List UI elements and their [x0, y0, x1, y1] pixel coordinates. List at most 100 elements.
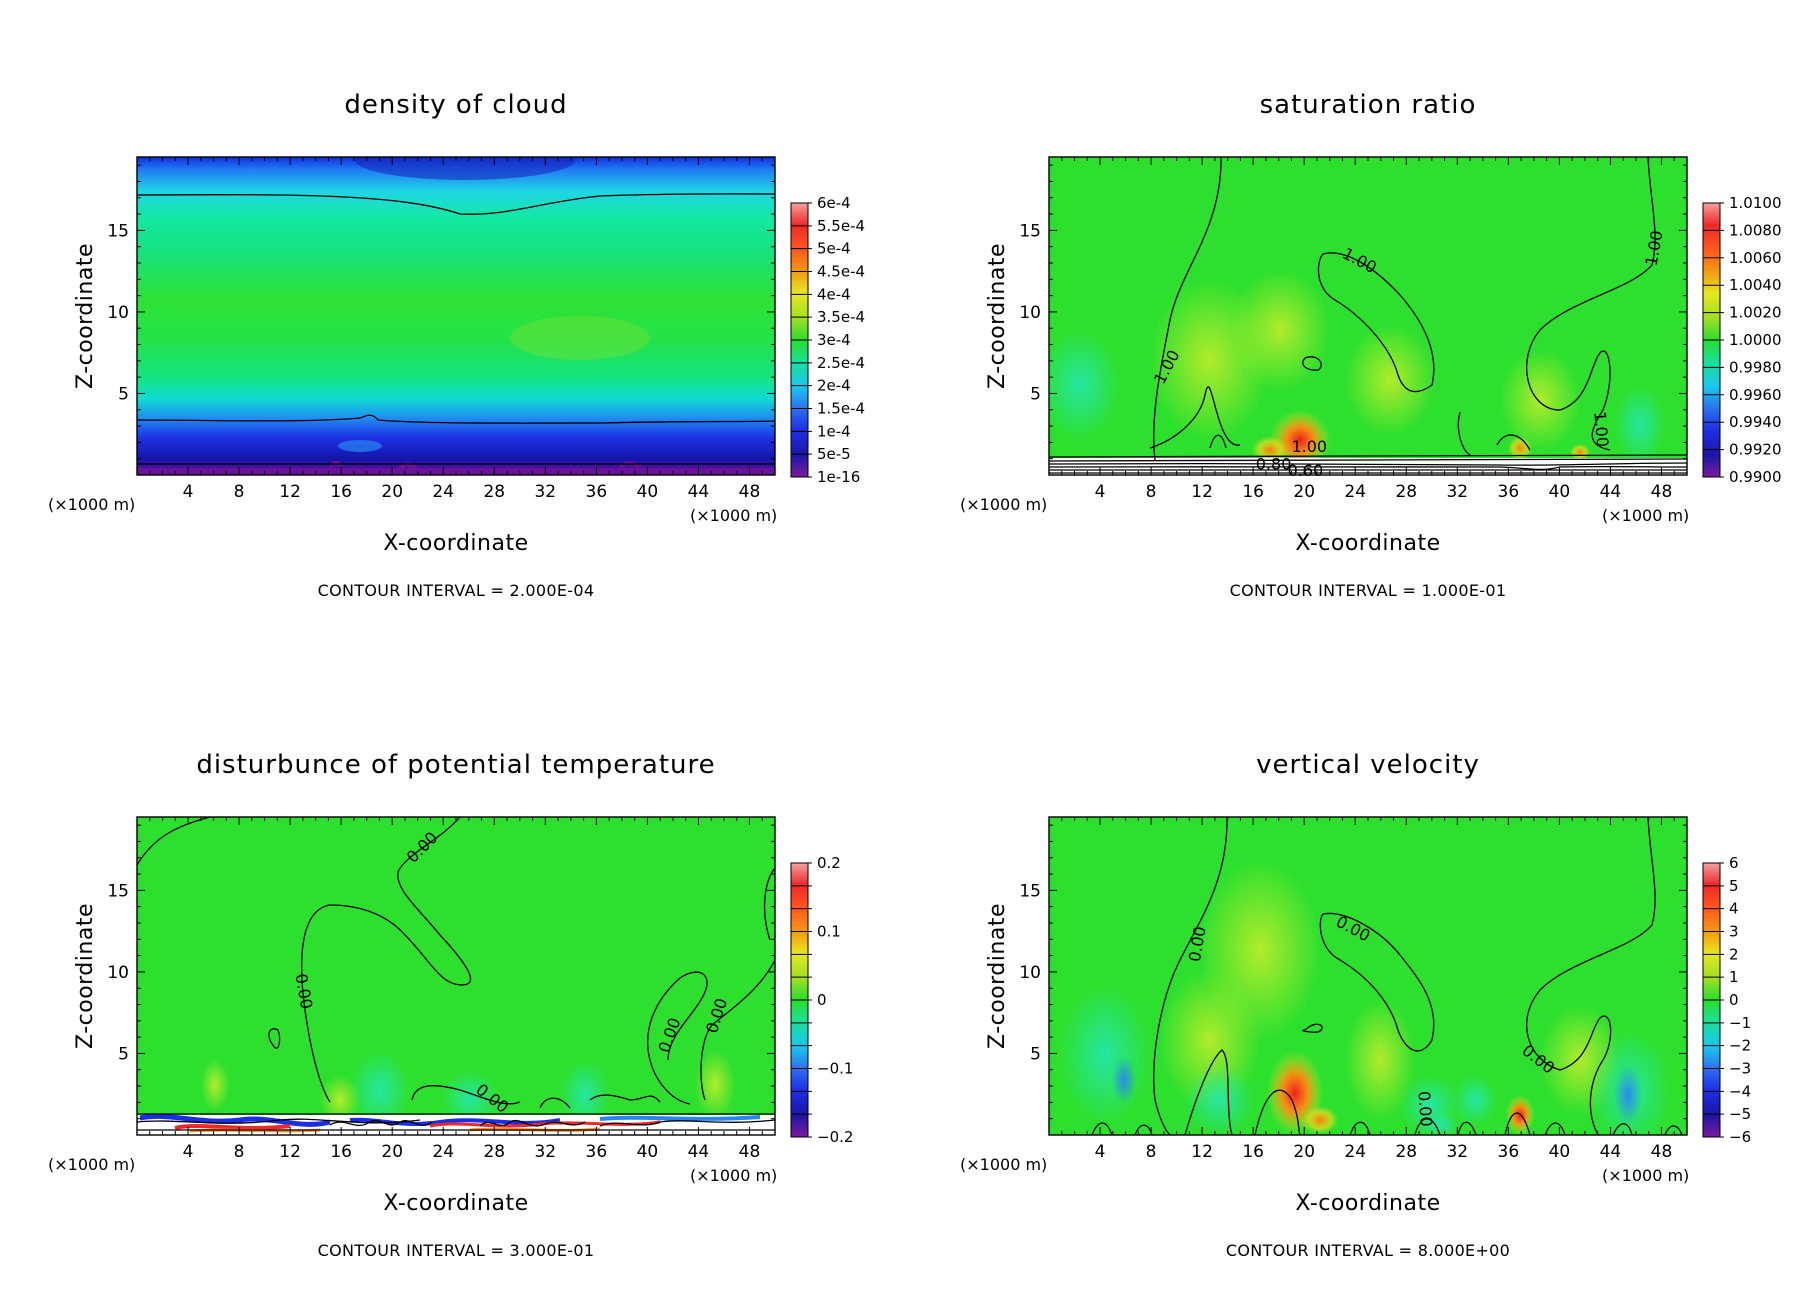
y-tick-label: 5 — [118, 384, 129, 404]
colorbar-tick-label: 0 — [817, 991, 827, 1009]
y-tick-label: 5 — [118, 1044, 129, 1064]
plot-title: saturation ratio — [1260, 90, 1477, 120]
x-tick-label: 32 — [1446, 482, 1468, 502]
colorbar-tick-label: 1.0000 — [1729, 331, 1782, 349]
heatmap-field — [1049, 817, 1687, 1135]
x-tick-label: 20 — [1293, 482, 1315, 502]
plot-title: density of cloud — [344, 90, 567, 120]
colorbar-tick-label: 1e-4 — [817, 422, 851, 440]
y-tick-label: 15 — [1019, 881, 1041, 901]
x-tick-label: 16 — [330, 1142, 352, 1162]
contour-label: 0.00 — [1414, 1090, 1435, 1127]
panel-vertical-velocity: vertical velocity — [960, 750, 1751, 1260]
y-axis-label: Z-coordinate — [985, 903, 1010, 1049]
colorbar-ticks: 1.0100 1.0080 1.0060 1.0040 1.0020 1.0000 0.99… — [1703, 194, 1782, 486]
x-tick-label: 12 — [1191, 482, 1213, 502]
y-tick-label: 10 — [1019, 963, 1041, 983]
x-tick-label: 40 — [1549, 482, 1571, 502]
colorbar-tick-label: 1e-16 — [817, 468, 860, 486]
colorbar-tick-label: 0.9980 — [1729, 358, 1782, 376]
x-tick-label: 8 — [1146, 1142, 1157, 1162]
colorbar-tick-label: −0.1 — [817, 1060, 853, 1078]
contour-label: 1.00 — [1291, 437, 1327, 456]
y-tick-label: 10 — [107, 303, 129, 323]
x-tick-label: 12 — [1191, 1142, 1213, 1162]
x-tick-label: 24 — [1344, 482, 1366, 502]
contour-label: 1.00 — [1590, 411, 1612, 448]
heatmap-field — [137, 157, 775, 475]
plot-title: disturbunce of potential temperature — [196, 750, 715, 780]
colorbar-tick-label: 1.0040 — [1729, 276, 1782, 294]
x-tick-label: 36 — [1498, 482, 1520, 502]
colorbar-tick-label: 1.0100 — [1729, 194, 1782, 212]
x-unit-right: (×1000 m) — [690, 1166, 777, 1185]
contour-label: 0.80 — [1256, 455, 1292, 474]
y-tick-label: 15 — [107, 221, 129, 241]
x-tick-label: 24 — [432, 1142, 454, 1162]
colorbar-ticks: 6 5 4 3 2 1 0 −1 −2 −3 −4 −5 −6 — [1703, 854, 1751, 1146]
colorbar-tick-label: −2 — [1729, 1037, 1751, 1055]
colorbar-tick-label: −6 — [1729, 1128, 1751, 1146]
contour-lines — [137, 817, 775, 1131]
x-tick-label: 16 — [1242, 1142, 1264, 1162]
colorbar-tick-label: 0.2 — [817, 854, 841, 872]
x-tick-label: 4 — [183, 1142, 194, 1162]
colorbar-tick-label: 1.0020 — [1729, 304, 1782, 322]
x-tick-label: 16 — [330, 482, 352, 502]
x-tick-label: 48 — [739, 482, 761, 502]
colorbar-tick-label: 0.9940 — [1729, 413, 1782, 431]
x-axis-label: X-coordinate — [1295, 1191, 1440, 1216]
x-axis-label: X-coordinate — [383, 1191, 528, 1216]
x-tick-label: 40 — [1549, 1142, 1571, 1162]
colorbar-tick-label: 2 — [1729, 945, 1739, 963]
x-tick-label: 48 — [1651, 482, 1673, 502]
x-tick-label: 36 — [1498, 1142, 1520, 1162]
x-unit-right: (×1000 m) — [1602, 1166, 1689, 1185]
colorbar-tick-label: 2.5e-4 — [817, 354, 865, 372]
x-unit-right: (×1000 m) — [1602, 506, 1689, 525]
x-unit-left: (×1000 m) — [48, 495, 135, 514]
x-axis-label: X-coordinate — [383, 531, 528, 556]
x-unit-left: (×1000 m) — [48, 1155, 135, 1174]
colorbar-ticks: 0.2 0.1 0 −0.1 −0.2 — [791, 854, 853, 1146]
colorbar-tick-label: 1.0080 — [1729, 221, 1782, 239]
colorbar-tick-label: 5e-5 — [817, 445, 851, 463]
colorbar-tick-label: −0.2 — [817, 1128, 853, 1146]
x-tick-label: 16 — [1242, 482, 1264, 502]
colorbar-tick-label: 4.5e-4 — [817, 263, 865, 281]
colorbar-tick-label: 4 — [1729, 900, 1739, 918]
x-axis-label: X-coordinate — [1295, 531, 1440, 556]
y-tick-label: 15 — [107, 881, 129, 901]
x-tick-label: 20 — [381, 482, 403, 502]
colorbar-tick-label: −4 — [1729, 1082, 1751, 1100]
x-tick-label: 48 — [739, 1142, 761, 1162]
colorbar-tick-label: 4e-4 — [817, 285, 851, 303]
colorbar-tick-label: 0.9920 — [1729, 441, 1782, 459]
x-tick-label: 32 — [534, 482, 556, 502]
colorbar-tick-label: 3 — [1729, 923, 1739, 941]
colorbar-tick-label: 1.0060 — [1729, 249, 1782, 267]
x-tick-label: 40 — [637, 482, 659, 502]
x-tick-label: 24 — [1344, 1142, 1366, 1162]
colorbar-tick-label: 3.5e-4 — [817, 308, 865, 326]
y-tick-label: 5 — [1030, 1044, 1041, 1064]
y-tick-label: 15 — [1019, 221, 1041, 241]
y-axis-label: Z-coordinate — [73, 903, 98, 1049]
x-tick-label: 40 — [637, 1142, 659, 1162]
x-tick-label: 20 — [1293, 1142, 1315, 1162]
x-tick-label: 28 — [1395, 1142, 1417, 1162]
contour-interval: CONTOUR INTERVAL = 2.000E-04 — [318, 581, 595, 600]
y-axis-label: Z-coordinate — [985, 243, 1010, 389]
heatmap-field — [137, 817, 775, 1135]
x-tick-label: 36 — [586, 482, 608, 502]
y-tick-label: 10 — [107, 963, 129, 983]
colorbar-tick-label: −3 — [1729, 1060, 1751, 1078]
x-tick-label: 8 — [1146, 482, 1157, 502]
y-tick-label: 5 — [1030, 384, 1041, 404]
x-tick-label: 44 — [688, 1142, 710, 1162]
x-tick-label: 20 — [381, 1142, 403, 1162]
panel-density-of-cloud: density of cloud 4 8 12 16 20 24 28 32 36 40 44 485… — [48, 90, 865, 600]
